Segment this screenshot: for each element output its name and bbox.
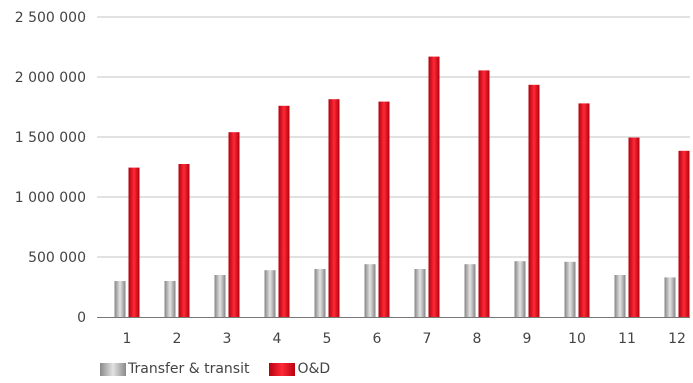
bar-od-8 — [478, 70, 490, 318]
bar-transfer-transit-10 — [564, 261, 576, 317]
x-tick-label: 4 — [273, 331, 282, 347]
legend-swatch-transfer-transit — [100, 362, 126, 376]
bar-od-10 — [578, 103, 590, 318]
bar-transfer-transit-5 — [314, 269, 326, 317]
legend-item-transfer-transit: Transfer & transit — [100, 361, 249, 377]
bar-od-6 — [378, 101, 390, 317]
bar-transfer-transit-1 — [114, 281, 126, 317]
bar-od-11 — [628, 137, 640, 317]
y-tick-label: 1 000 000 — [15, 190, 86, 206]
bar-od-3 — [228, 132, 240, 317]
bar-od-2 — [178, 164, 190, 317]
bar-od-5 — [328, 99, 340, 317]
legend-item-od: O&D — [269, 361, 330, 377]
bar-transfer-transit-3 — [214, 275, 226, 317]
bar-transfer-transit-7 — [414, 269, 426, 317]
bars — [114, 56, 690, 318]
x-tick-label: 1 — [123, 331, 132, 347]
bar-transfer-transit-11 — [614, 275, 626, 317]
x-tick-label: 6 — [373, 331, 382, 347]
x-tick-label: 12 — [668, 331, 686, 347]
gridlines — [97, 16, 690, 258]
y-tick-label: 500 000 — [28, 250, 86, 266]
legend-label-transfer-transit: Transfer & transit — [128, 361, 250, 377]
legend-label-od: O&D — [297, 361, 331, 377]
x-tick-label: 8 — [473, 331, 482, 347]
bar-od-12 — [678, 150, 690, 317]
x-tick-label: 5 — [323, 331, 332, 347]
x-axis-tick-labels: 1 2 3 4 5 6 7 8 9 10 11 12 — [123, 331, 686, 347]
legend: Transfer & transit O&D — [100, 361, 350, 377]
bar-transfer-transit-9 — [514, 261, 526, 317]
x-tick-label: 3 — [223, 331, 232, 347]
y-axis-tick-labels: 0 500 000 1 000 000 1 500 000 2 000 000 2 500… — [15, 10, 86, 326]
x-tick-label: 7 — [423, 331, 432, 347]
x-tick-label: 10 — [568, 331, 586, 347]
y-tick-label: 2 000 000 — [15, 70, 86, 86]
bar-transfer-transit-6 — [364, 264, 376, 317]
bar-od-4 — [278, 105, 290, 317]
y-tick-label: 1 500 000 — [15, 130, 86, 146]
x-tick-label: 9 — [523, 331, 532, 347]
y-tick-label: 0 — [77, 310, 86, 326]
bar-transfer-transit-8 — [464, 264, 476, 317]
legend-swatch-od — [269, 362, 296, 376]
bar-od-1 — [128, 167, 140, 317]
x-tick-label: 11 — [618, 331, 636, 347]
bar-transfer-transit-12 — [664, 277, 676, 317]
bar-od-9 — [528, 84, 540, 317]
bar-transfer-transit-2 — [164, 281, 176, 317]
bar-transfer-transit-4 — [264, 270, 276, 317]
y-tick-label: 2 500 000 — [15, 10, 86, 26]
bar-od-7 — [428, 56, 440, 317]
x-tick-label: 2 — [173, 331, 182, 347]
